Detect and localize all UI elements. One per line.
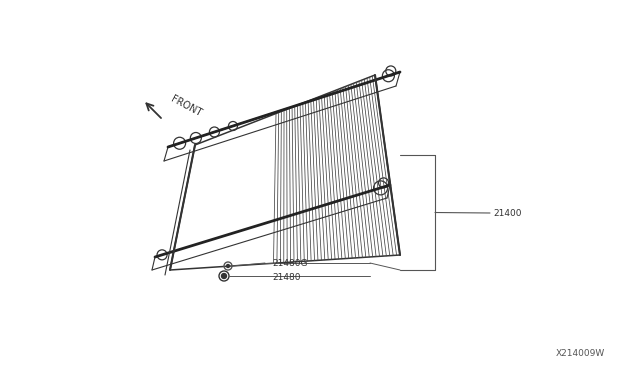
Text: 21400: 21400	[493, 208, 522, 218]
Circle shape	[221, 273, 227, 279]
Text: FRONT: FRONT	[169, 93, 203, 118]
Text: 21480G: 21480G	[272, 260, 307, 269]
Circle shape	[227, 264, 230, 267]
Text: X214009W: X214009W	[556, 349, 605, 358]
Text: 21480: 21480	[272, 273, 301, 282]
